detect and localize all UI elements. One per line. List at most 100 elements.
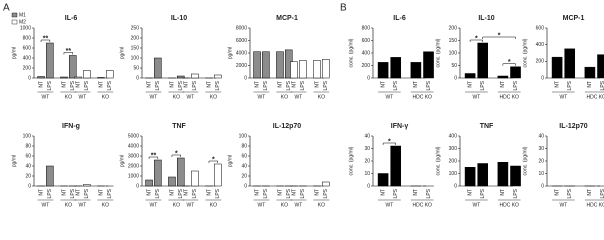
group-label: KO xyxy=(318,202,325,208)
bar xyxy=(46,42,54,79)
x-tick-label: LPS xyxy=(513,188,519,198)
y-axis-label: pg/ml xyxy=(227,47,233,59)
bar xyxy=(154,159,162,187)
y-axis-label: pg/ml xyxy=(119,47,125,59)
y-tick-label: 100 xyxy=(131,55,140,61)
bar xyxy=(313,60,321,79)
y-tick-label: 40 xyxy=(538,133,544,139)
x-tick-label: NT xyxy=(554,81,560,88)
y-tick-label: 0 xyxy=(244,75,247,81)
x-tick-label: NT xyxy=(61,81,67,88)
bar xyxy=(154,57,162,79)
y-tick-label: 150 xyxy=(131,45,140,51)
bar xyxy=(497,75,509,79)
y-axis-label: conc. (pg/ml) xyxy=(522,38,528,67)
bar xyxy=(299,60,307,79)
bar xyxy=(390,57,402,79)
y-tick-label: 30 xyxy=(538,146,544,152)
y-tick-label: 60 xyxy=(25,153,31,159)
chart-title: IL-12p70 xyxy=(559,123,588,130)
x-tick-label: NT xyxy=(413,189,419,196)
chart-title: MCP-1 xyxy=(563,15,585,22)
y-tick-label: 100 xyxy=(449,50,458,56)
bar xyxy=(262,51,270,79)
y-tick-label: 0 xyxy=(454,75,457,81)
x-tick-label: NT xyxy=(169,189,175,196)
chart-title: IFN-γ xyxy=(391,123,409,130)
group-label: KO xyxy=(210,202,217,208)
x-tick-label: NT xyxy=(500,189,506,196)
y-tick-label: 400 xyxy=(536,42,545,48)
y-axis-label: conc. (pg/ml) xyxy=(435,38,441,67)
y-tick-label: 400 xyxy=(362,50,371,56)
chart-title: IL-12p70 xyxy=(273,123,302,130)
y-tick-label: 5000 xyxy=(128,133,139,139)
x-tick-label: NT xyxy=(183,189,189,196)
x-tick-label: NT xyxy=(254,81,260,88)
y-tick-label: 6000 xyxy=(236,38,247,44)
y-tick-label: 0 xyxy=(28,183,31,189)
y-axis-label: conc. (pg/ml) xyxy=(348,146,354,175)
bar xyxy=(423,51,434,79)
x-tick-label: LPS xyxy=(567,188,573,198)
group-label: HDC KO xyxy=(412,94,432,100)
sig-bracket xyxy=(482,36,516,39)
sig-label: * xyxy=(212,156,215,163)
x-tick-label: LPS xyxy=(480,80,486,90)
x-tick-label: LPS xyxy=(300,188,306,198)
x-tick-label: LPS xyxy=(107,80,113,90)
y-axis-label: conc. (pg/ml) xyxy=(348,38,354,67)
y-tick-label: 0 xyxy=(541,75,544,81)
sig-label: * xyxy=(498,32,501,39)
x-tick-label: NT xyxy=(413,81,419,88)
x-tick-label: LPS xyxy=(393,80,399,90)
y-tick-label: 200 xyxy=(362,63,371,69)
bar xyxy=(46,165,54,187)
bar xyxy=(290,61,298,79)
sig-bracket xyxy=(171,154,182,157)
x-tick-label: LPS xyxy=(70,80,76,90)
bar xyxy=(410,62,422,79)
sig-label: * xyxy=(508,59,511,66)
x-tick-label: NT xyxy=(146,189,152,196)
y-tick-label: 0 xyxy=(136,183,139,189)
y-tick-label: 200 xyxy=(131,35,140,41)
x-tick-label: LPS xyxy=(567,80,573,90)
y-axis-label: conc. (pg/ml) xyxy=(435,146,441,175)
x-tick-label: NT xyxy=(169,81,175,88)
group-label: WT xyxy=(150,94,158,100)
y-tick-label: 0 xyxy=(454,183,457,189)
group-label: WT xyxy=(79,94,87,100)
y-tick-label: 20 xyxy=(25,173,31,179)
group-label: WT xyxy=(187,202,195,208)
group-label: WT xyxy=(560,94,568,100)
bar xyxy=(74,76,82,79)
bar xyxy=(497,162,509,187)
bar xyxy=(168,176,176,187)
y-tick-label: 50 xyxy=(133,65,139,71)
bar xyxy=(253,51,261,79)
y-tick-label: 40 xyxy=(241,163,247,169)
group-label: WT xyxy=(560,202,568,208)
bar xyxy=(105,70,114,79)
group-label: WT xyxy=(295,94,303,100)
group-label: WT xyxy=(187,94,195,100)
y-tick-label: 600 xyxy=(23,45,32,51)
y-tick-label: 100 xyxy=(449,171,458,177)
y-tick-label: 800 xyxy=(23,35,32,41)
group-label: KO xyxy=(210,94,217,100)
y-tick-label: 20 xyxy=(538,158,544,164)
panel-label: B xyxy=(340,3,347,14)
x-tick-label: LPS xyxy=(215,188,221,198)
x-tick-label: LPS xyxy=(600,188,604,198)
y-tick-label: 200 xyxy=(23,65,32,71)
y-axis-label: conc. (pg/ml) xyxy=(522,146,528,175)
sig-bracket xyxy=(208,160,219,163)
x-tick-label: NT xyxy=(587,81,593,88)
y-tick-label: 1000 xyxy=(20,25,31,31)
group-label: KO xyxy=(102,94,109,100)
y-tick-label: 40 xyxy=(364,133,370,139)
y-tick-label: 1000 xyxy=(128,173,139,179)
x-tick-label: NT xyxy=(380,81,386,88)
y-tick-label: 60 xyxy=(241,153,247,159)
